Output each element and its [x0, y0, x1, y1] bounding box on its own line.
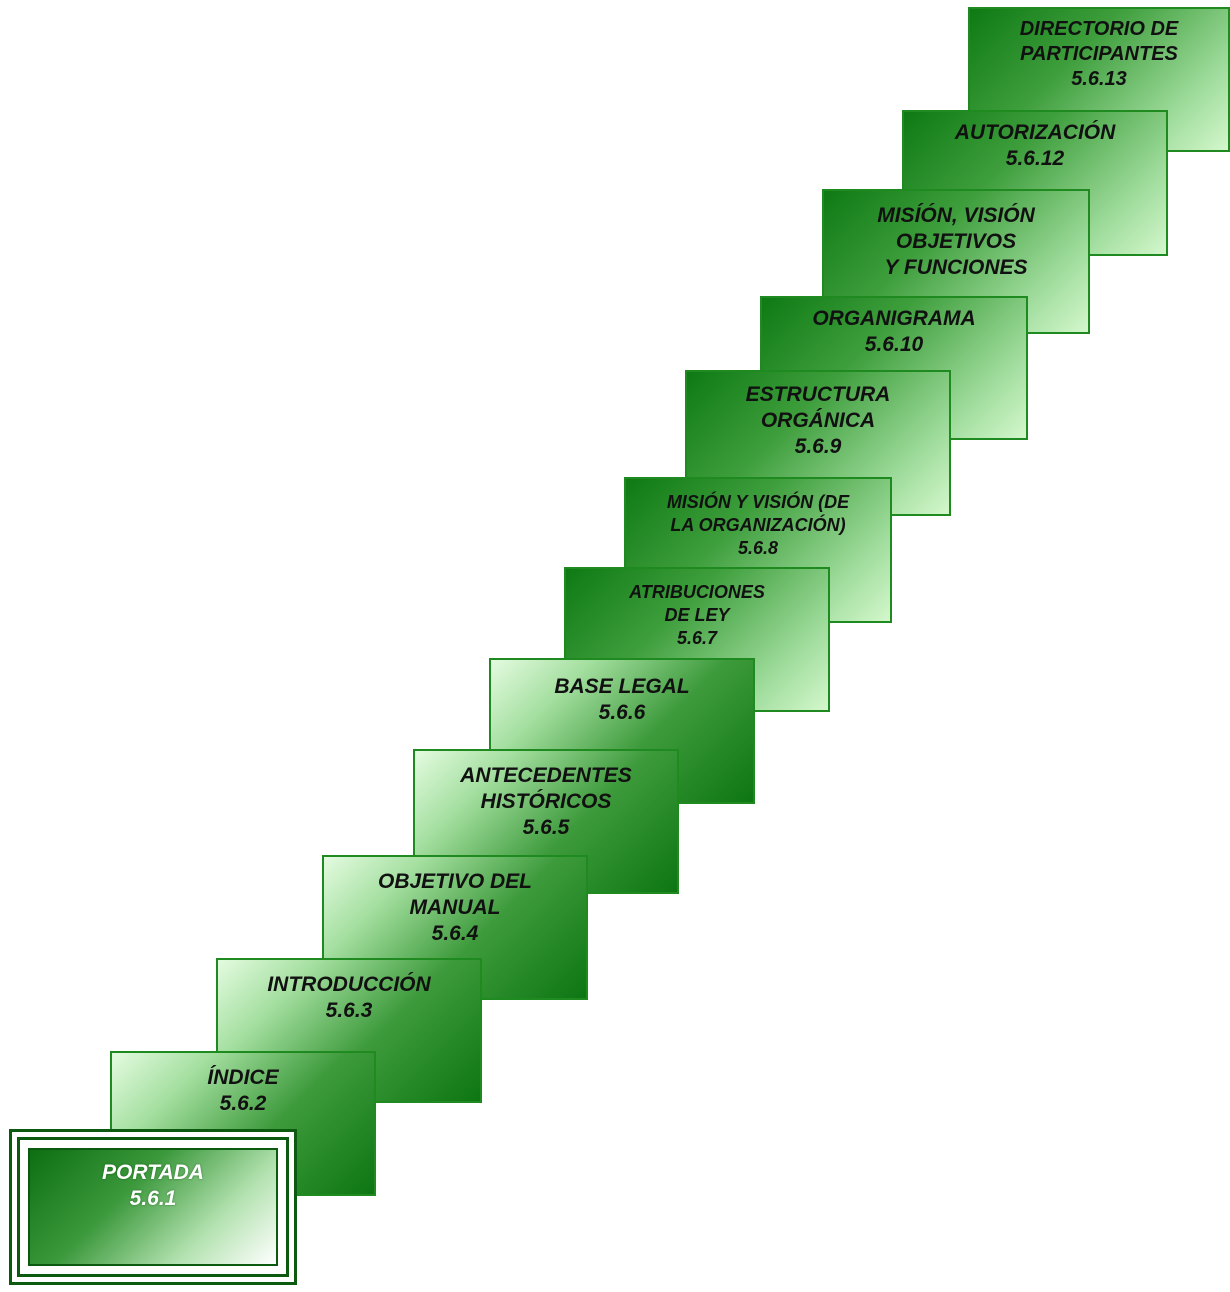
step-label: DIRECTORIO DE: [1019, 18, 1179, 40]
step-code: 5.6.4: [431, 922, 479, 946]
step-code: 5.6.7: [676, 628, 718, 649]
step-label: INTRODUCCIÓN: [267, 973, 431, 996]
step-label: ESTRUCTURA: [745, 383, 891, 406]
step-label: HISTÓRICOS: [480, 790, 612, 814]
step-portada-frame: PORTADA 5.6.1: [9, 1129, 297, 1285]
step-code: 5.6.8: [737, 538, 779, 559]
step-label: ORGÁNICA: [760, 409, 876, 433]
step-label: ATRIBUCIONES: [629, 582, 765, 602]
step-code: 5.6.3: [325, 999, 373, 1023]
step-code: 5.6.5: [522, 816, 570, 840]
step-label: DE LEY: [664, 605, 730, 626]
step-code: 5.6.10: [864, 333, 924, 357]
step-label: ANTECEDENTES: [460, 764, 632, 787]
step-label: ORGANIGRAMA: [812, 307, 976, 330]
step-label: MISÍÓN, VISIÓN: [877, 204, 1035, 227]
step-code: 5.6.13: [1071, 67, 1127, 90]
step-portada-inner-frame: PORTADA 5.6.1: [17, 1137, 289, 1277]
step-label: PORTADA: [102, 1161, 204, 1184]
step-label: MANUAL: [409, 896, 501, 920]
step-code: 5.6.1: [129, 1187, 177, 1211]
step-code: 5.6.12: [1005, 147, 1065, 171]
step-label: MISIÓN Y VISIÓN (DE: [666, 492, 850, 512]
step-label: BASE LEGAL: [554, 675, 690, 698]
step-label: Y FUNCIONES: [884, 256, 1028, 280]
step-label: OBJETIVO DEL: [377, 870, 533, 893]
step-code: 5.6.2: [219, 1092, 267, 1116]
step-label: AUTORIZACIÓN: [954, 121, 1116, 144]
step-label: ÍNDICE: [207, 1066, 279, 1089]
step-code: 5.6.6: [598, 701, 646, 725]
step-label: OBJETIVOS: [895, 230, 1017, 254]
step-label: PARTICIPANTES: [1020, 42, 1178, 65]
step-code: 5.6.9: [794, 435, 842, 459]
step-label: LA ORGANIZACIÓN): [670, 515, 846, 536]
step-portada: PORTADA 5.6.1: [28, 1148, 278, 1266]
